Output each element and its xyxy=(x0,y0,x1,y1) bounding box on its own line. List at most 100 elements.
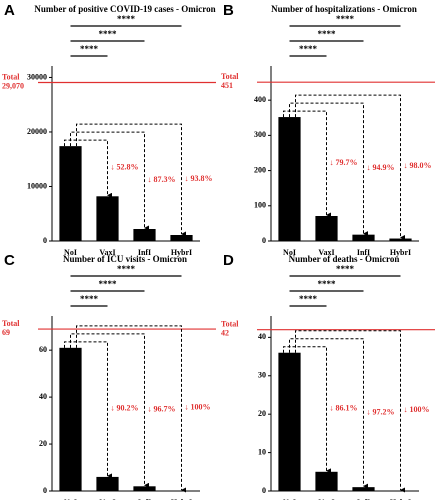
y-tick-label: 0 xyxy=(262,486,266,495)
y-tick-label: 20 xyxy=(258,409,266,418)
y-tick-label: 0 xyxy=(262,236,266,245)
total-value: 29,070 xyxy=(2,81,24,90)
y-tick-label: 300 xyxy=(254,130,266,139)
chart-title: Number of ICU visits - Omicron xyxy=(63,254,187,264)
dashed-arrow xyxy=(295,330,405,493)
dashed-arrow xyxy=(64,139,112,198)
x-tick-label: VaxI xyxy=(99,498,115,500)
x-tick-label: VaxI xyxy=(99,248,115,257)
total-value: 42 xyxy=(221,329,229,338)
panel-label: D xyxy=(223,252,234,269)
reduction-label: ↓ 97.2% xyxy=(367,407,395,416)
y-tick-label: 10000 xyxy=(27,181,47,190)
significance-label: **** xyxy=(299,294,318,304)
reduction-label: ↓ 79.7% xyxy=(330,158,358,167)
total-text: Total xyxy=(2,319,20,328)
dashed-arrow xyxy=(64,341,112,479)
dashed-arrow xyxy=(289,338,368,489)
reduction-label: ↓ 96.7% xyxy=(148,404,176,413)
dashed-arrow xyxy=(76,123,186,237)
x-tick-label: HybrI xyxy=(171,498,192,500)
reduction-label: ↓ 94.9% xyxy=(367,163,395,172)
y-tick-label: 100 xyxy=(254,201,266,210)
x-tick-label: HybrI xyxy=(390,248,411,257)
dashed-arrow xyxy=(283,346,331,474)
x-tick-label: NoI xyxy=(64,498,77,500)
significance-label: **** xyxy=(80,44,99,54)
bar xyxy=(352,234,375,241)
dashed-arrow xyxy=(76,325,186,493)
bar xyxy=(278,352,301,491)
bar xyxy=(59,347,82,491)
panel-label: C xyxy=(4,252,15,269)
dashed-arrow xyxy=(70,131,149,231)
total-text: Total xyxy=(2,72,20,81)
significance-label: **** xyxy=(336,264,355,274)
reduction-label: ↓ 52.8% xyxy=(111,163,139,172)
chart-title: Number of hospitalizations - Omicron xyxy=(271,4,417,14)
dashed-arrow xyxy=(295,94,405,241)
significance-label: **** xyxy=(336,14,355,24)
y-tick-label: 30 xyxy=(258,371,266,380)
y-tick-label: 60 xyxy=(39,345,47,354)
x-tick-label: NoI xyxy=(283,248,296,257)
significance-label: **** xyxy=(117,14,136,24)
dashed-arrow xyxy=(70,333,149,488)
x-tick-label: InfI xyxy=(138,498,151,500)
total-text: Total xyxy=(221,72,239,81)
dashed-arrow xyxy=(289,102,368,237)
y-tick-label: 200 xyxy=(254,165,266,174)
reduction-label: ↓ 90.2% xyxy=(111,404,139,413)
bar xyxy=(278,117,301,241)
bar xyxy=(352,487,375,491)
y-tick-label: 40 xyxy=(39,392,47,401)
total-text: Total xyxy=(221,320,239,329)
total-value: 69 xyxy=(2,328,10,337)
x-tick-label: NoI xyxy=(283,498,296,500)
bar xyxy=(315,471,338,491)
y-tick-label: 400 xyxy=(254,95,266,104)
x-tick-label: InfI xyxy=(357,248,370,257)
significance-label: **** xyxy=(80,294,99,304)
significance-label: **** xyxy=(99,279,118,289)
reduction-label: ↓ 100% xyxy=(404,405,430,414)
reduction-label: ↓ 86.1% xyxy=(330,404,358,413)
dashed-arrow xyxy=(283,110,331,218)
significance-label: **** xyxy=(299,44,318,54)
reduction-label: ↓ 98.0% xyxy=(404,161,432,170)
significance-label: **** xyxy=(318,279,337,289)
y-tick-label: 0 xyxy=(43,236,47,245)
x-tick-label: VaxI xyxy=(318,248,334,257)
bar xyxy=(96,196,119,241)
bar xyxy=(96,476,119,491)
bar xyxy=(389,238,412,241)
y-tick-label: 30000 xyxy=(27,72,47,81)
y-tick-label: 40 xyxy=(258,332,266,341)
x-tick-label: InfI xyxy=(138,248,151,257)
x-tick-label: NoI xyxy=(64,248,77,257)
chart-title: Number of positive COVID-19 cases - Omic… xyxy=(34,4,215,14)
bar xyxy=(59,146,82,241)
bar xyxy=(170,235,193,241)
reduction-label: ↓ 87.3% xyxy=(148,175,176,184)
chart-title: Number of deaths - Omicron xyxy=(289,254,400,264)
x-tick-label: InfI xyxy=(357,498,370,500)
y-tick-label: 10 xyxy=(258,447,266,456)
x-tick-label: VaxI xyxy=(318,498,334,500)
significance-label: **** xyxy=(99,29,118,39)
reduction-label: ↓ 93.8% xyxy=(185,174,213,183)
y-tick-label: 0 xyxy=(43,486,47,495)
y-tick-label: 20000 xyxy=(27,127,47,136)
significance-label: **** xyxy=(117,264,136,274)
y-tick-label: 20 xyxy=(39,439,47,448)
total-value: 451 xyxy=(221,81,233,90)
panel-label: B xyxy=(223,2,234,19)
x-tick-label: HybrI xyxy=(171,248,192,257)
bar xyxy=(315,216,338,241)
panel-label: A xyxy=(4,2,15,19)
x-tick-label: HybrI xyxy=(390,498,411,500)
significance-label: **** xyxy=(318,29,337,39)
bar xyxy=(133,486,156,491)
reduction-label: ↓ 100% xyxy=(185,403,211,412)
